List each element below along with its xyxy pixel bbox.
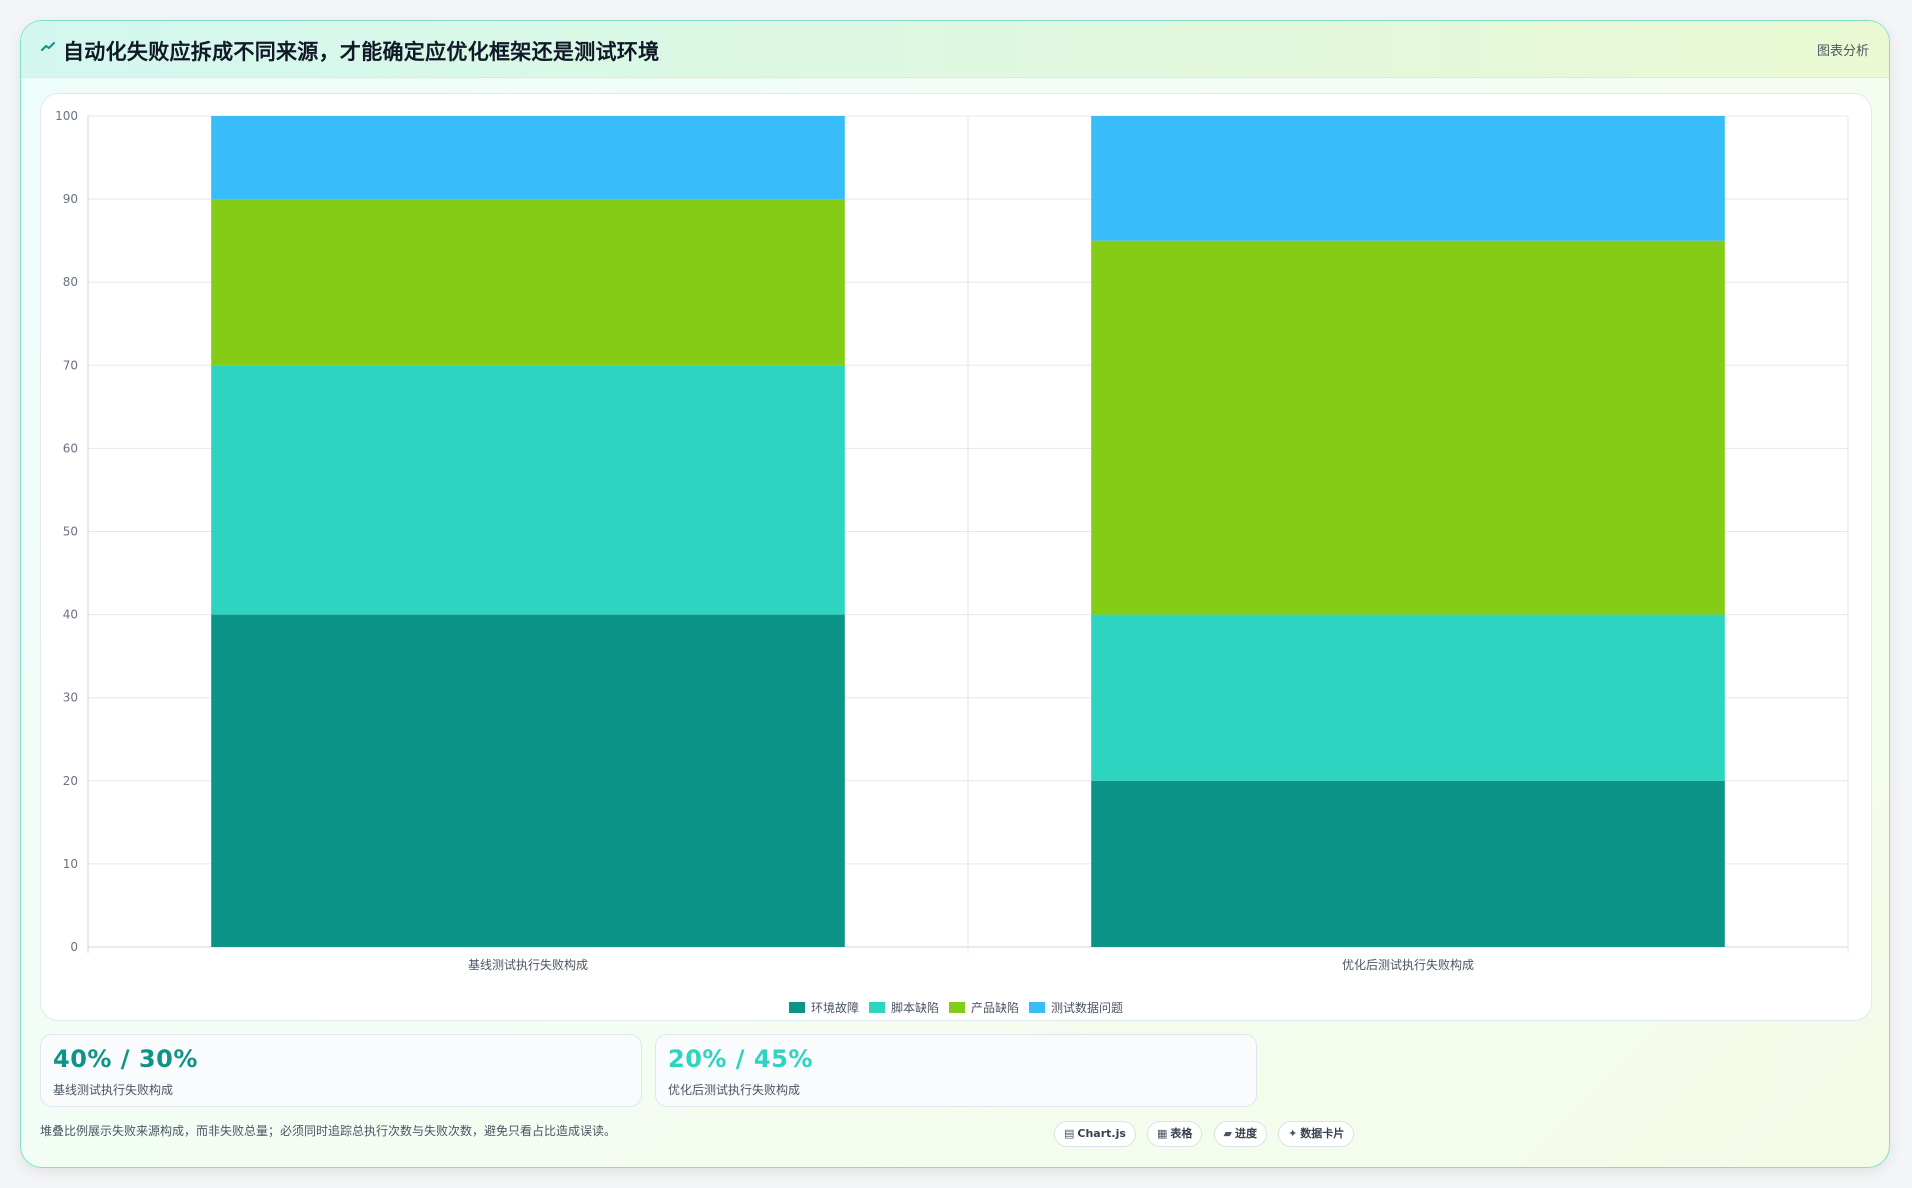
legend-swatch <box>868 1002 885 1013</box>
legend-item[interactable]: 产品缺陷 <box>949 999 1019 1016</box>
legend-label: 环境故障 <box>810 1001 859 1015</box>
bar-segment <box>211 365 845 615</box>
bar-segment <box>1091 116 1725 241</box>
bar-segment <box>211 116 845 200</box>
legend-item[interactable]: 测试数据问题 <box>1029 999 1123 1016</box>
legend-swatch <box>788 1002 805 1013</box>
y-tick-label: 30 <box>63 691 78 705</box>
tool-chips: ▤ Chart.js ▦ 表格 ▰ 进度 ✦ 数据卡片 <box>1054 1121 1360 1147</box>
progress-icon: ▰ <box>1223 1127 1232 1140</box>
legend-label: 产品缺陷 <box>971 1001 1020 1015</box>
bar-segment <box>1091 240 1725 615</box>
y-tick-label: 100 <box>55 109 78 123</box>
y-tick-label: 90 <box>63 192 78 206</box>
stat-value: 40% / 30% <box>53 1045 198 1073</box>
chart-legend: 环境故障 脚本缺陷 产品缺陷 测试数据问题 <box>41 999 1871 1016</box>
chip-progress[interactable]: ▰ 进度 <box>1213 1121 1267 1147</box>
card-header: 自动化失败应拆成不同来源，才能确定应优化框架还是测试环境 图表分析 <box>21 21 1889 78</box>
x-tick-label: 优化后测试执行失败构成 <box>1342 957 1474 972</box>
legend-item[interactable]: 环境故障 <box>788 999 859 1016</box>
stacked-bar-chart: 0 10 20 30 40 50 60 70 80 90 100 基线测试执行失败构成 优化后测试执行失… <box>55 109 1849 972</box>
bar-segment <box>211 614 845 947</box>
y-tick-label: 80 <box>63 275 78 289</box>
chart-icon: ▤ <box>1064 1127 1075 1140</box>
bar-segment <box>1091 614 1725 781</box>
stat-label: 优化后测试执行失败构成 <box>668 1083 801 1097</box>
y-tick-label: 70 <box>63 358 78 372</box>
table-icon: ▦ <box>1157 1127 1168 1140</box>
stat-card-baseline: 40% / 30% 基线测试执行失败构成 <box>40 1034 642 1107</box>
y-tick-label: 50 <box>63 525 78 539</box>
bar-segment <box>1091 780 1725 947</box>
chip-chartjs[interactable]: ▤ Chart.js <box>1054 1121 1136 1147</box>
chart-panel: 0 10 20 30 40 50 60 70 80 90 100 基线测试执行失败构成 优化后测试执行失… <box>40 93 1872 1021</box>
legend-item[interactable]: 脚本缺陷 <box>868 999 939 1016</box>
bar-segment <box>211 199 845 366</box>
legend-swatch <box>949 1002 965 1013</box>
stat-label: 基线测试执行失败构成 <box>53 1083 174 1097</box>
legend-label: 脚本缺陷 <box>890 1001 939 1015</box>
y-tick-label: 60 <box>63 441 78 455</box>
chip-table[interactable]: ▦ 表格 <box>1147 1121 1203 1147</box>
chip-data-card[interactable]: ✦ 数据卡片 <box>1278 1121 1355 1147</box>
footnote: 堆叠比例展示失败来源构成，而非失败总量；必须同时追踪总执行次数与失败次数，避免只… <box>40 1124 617 1138</box>
y-tick-label: 0 <box>70 940 78 954</box>
y-tick-label: 10 <box>63 857 78 871</box>
card-icon: ✦ <box>1288 1127 1298 1140</box>
legend-label: 测试数据问题 <box>1051 1001 1124 1015</box>
y-tick-label: 20 <box>63 774 78 788</box>
stat-value: 20% / 45% <box>668 1045 813 1073</box>
trend-icon <box>41 42 55 51</box>
stat-card-optimized: 20% / 45% 优化后测试执行失败构成 <box>655 1034 1257 1107</box>
page-title: 自动化失败应拆成不同来源，才能确定应优化框架还是测试环境 <box>63 40 660 64</box>
analysis-tag: 图表分析 <box>1816 44 1869 59</box>
x-tick-label: 基线测试执行失败构成 <box>468 957 588 972</box>
chart-card: 自动化失败应拆成不同来源，才能确定应优化框架还是测试环境 图表分析 0 10 20 3… <box>20 20 1890 1168</box>
legend-swatch <box>1029 1002 1046 1013</box>
y-tick-label: 40 <box>63 608 78 622</box>
